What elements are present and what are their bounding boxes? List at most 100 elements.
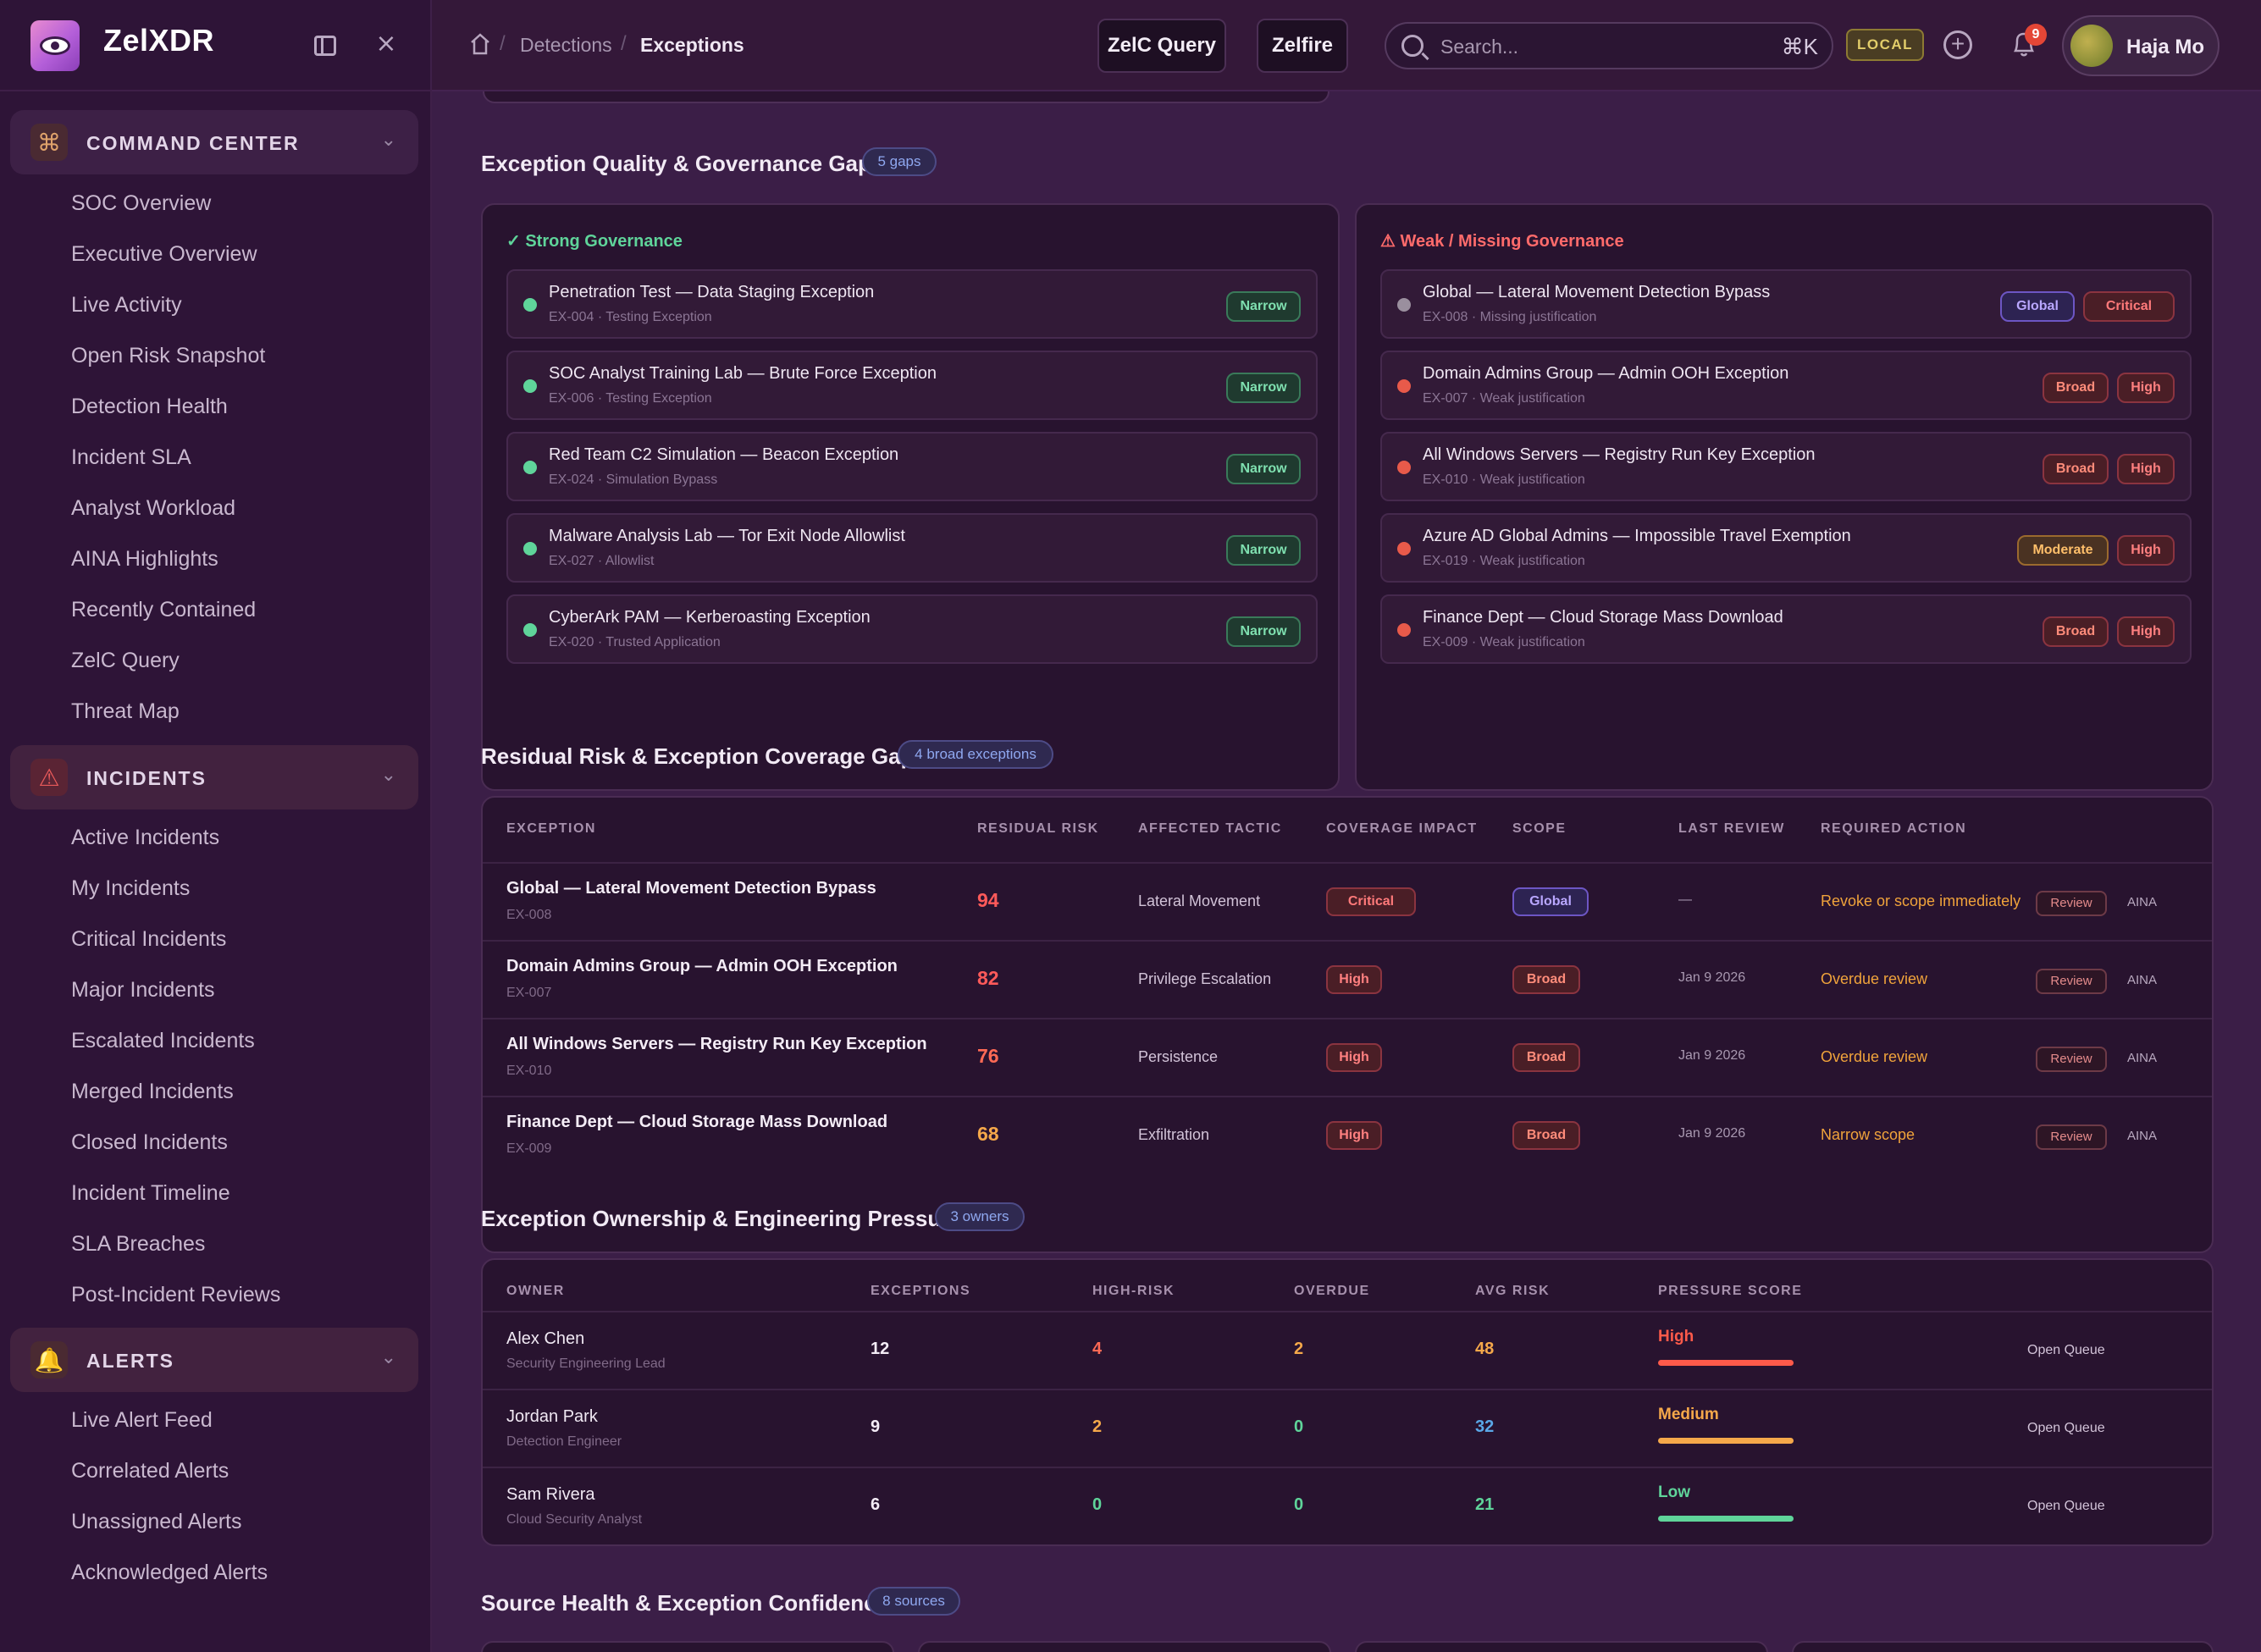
search-box[interactable]: ⌘K	[1385, 22, 1833, 69]
toggle-sidebar-icon[interactable]	[307, 27, 344, 64]
previous-card-edge	[483, 91, 1330, 103]
sidebar-item-sla-breaches[interactable]: SLA Breaches	[71, 1232, 206, 1256]
aina-button[interactable]: AINA	[2127, 1129, 2158, 1143]
pressure-score-label: Low	[1658, 1483, 1690, 1501]
owner-name: Sam Rivera	[506, 1485, 595, 1504]
review-button[interactable]: Review	[2036, 1047, 2107, 1072]
sidebar-item-critical-incidents[interactable]: Critical Incidents	[71, 927, 227, 951]
table-row[interactable]: Alex Chen Security Engineering Lead 12 4 2 48…	[483, 1311, 2212, 1389]
sidebar-item-zelc-query[interactable]: ZelC Query	[71, 649, 180, 672]
table-row[interactable]: Global — Lateral Movement Detection Bypa…	[483, 862, 2212, 940]
coverage-impact-badge: High	[1326, 965, 1382, 994]
sidebar-item-active-incidents[interactable]: Active Incidents	[71, 826, 220, 849]
sidebar-item-recently-contained[interactable]: Recently Contained	[71, 598, 257, 622]
sidebar-item-incident-timeline[interactable]: Incident Timeline	[71, 1181, 230, 1205]
search-shortcut: ⌘K	[1781, 34, 1818, 59]
section-alerts[interactable]: 🔔 ALERTS ⌄	[10, 1328, 418, 1392]
sidebar-item-closed-incidents[interactable]: Closed Incidents	[71, 1130, 228, 1154]
sidebar-item-my-incidents[interactable]: My Incidents	[71, 876, 191, 900]
governance-section-title: Exception Quality & Governance Gaps	[481, 151, 884, 176]
sidebar-item-live-alert-feed[interactable]: Live Alert Feed	[71, 1408, 213, 1432]
table-row[interactable]: Domain Admins Group — Admin OOH Exceptio…	[483, 940, 2212, 1018]
chevron-down-icon[interactable]: ⌄	[380, 1346, 396, 1367]
warning-triangle-icon: ⚠	[30, 759, 68, 796]
zelfire-button[interactable]: Zelfire	[1257, 19, 1348, 73]
sidebar-item-escalated-incidents[interactable]: Escalated Incidents	[71, 1029, 255, 1053]
governance-row[interactable]: Domain Admins Group — Admin OOH Exceptio…	[1380, 351, 2192, 420]
sidebar-item-executive-overview[interactable]: Executive Overview	[71, 242, 257, 266]
governance-row[interactable]: All Windows Servers — Registry Run Key E…	[1380, 432, 2192, 501]
open-queue-link[interactable]: Open Queue	[2027, 1343, 2105, 1357]
chevron-down-icon[interactable]: ⌄	[380, 764, 396, 785]
aina-button[interactable]: AINA	[2127, 973, 2158, 987]
exception-name[interactable]: All Windows Servers — Registry Run Key E…	[506, 1035, 927, 1053]
governance-row[interactable]: Penetration Test — Data Staging Exceptio…	[506, 269, 1318, 339]
exception-meta: EX-019 · Weak justification	[1423, 554, 1585, 568]
owner-role: Cloud Security Analyst	[506, 1512, 643, 1527]
high-risk-count: 2	[1092, 1417, 1103, 1436]
breadcrumb-detections[interactable]: Detections	[520, 34, 612, 56]
exception-name[interactable]: Global — Lateral Movement Detection Bypa…	[506, 879, 876, 898]
sidebar-item-soc-overview[interactable]: SOC Overview	[71, 191, 212, 215]
exception-name[interactable]: Domain Admins Group — Admin OOH Exceptio…	[506, 957, 898, 975]
open-queue-link[interactable]: Open Queue	[2027, 1421, 2105, 1435]
governance-row[interactable]: Malware Analysis Lab — Tor Exit Node All…	[506, 513, 1318, 583]
sidebar-item-unassigned-alerts[interactable]: Unassigned Alerts	[71, 1510, 242, 1533]
exception-name[interactable]: Finance Dept — Cloud Storage Mass Downlo…	[506, 1113, 888, 1131]
add-icon[interactable]: +	[1943, 30, 1972, 59]
table-row[interactable]: All Windows Servers — Registry Run Key E…	[483, 1018, 2212, 1096]
home-icon[interactable]	[469, 32, 491, 56]
table-row[interactable]: Finance Dept — Cloud Storage Mass Downlo…	[483, 1096, 2212, 1174]
governance-row[interactable]: Red Team C2 Simulation — Beacon Exceptio…	[506, 432, 1318, 501]
review-button[interactable]: Review	[2036, 969, 2107, 994]
sidebar-item-analyst-workload[interactable]: Analyst Workload	[71, 496, 236, 520]
governance-row[interactable]: CyberArk PAM — Kerberoasting Exception EX…	[506, 594, 1318, 664]
sidebar-item-correlated-alerts[interactable]: Correlated Alerts	[71, 1459, 229, 1483]
sidebar-item-acknowledged-alerts[interactable]: Acknowledged Alerts	[71, 1561, 268, 1584]
exception-id: EX-010	[506, 1064, 552, 1078]
source-card	[918, 1641, 1331, 1652]
zelxdr-logo-icon	[30, 20, 80, 71]
sidebar: ZelXDR ⨯ ⌘ COMMAND CENTER ⌄ SOC Overview Exe…	[0, 0, 432, 1652]
section-command-center[interactable]: ⌘ COMMAND CENTER ⌄	[10, 110, 418, 174]
collapse-icon[interactable]: ⨯	[375, 30, 397, 58]
affected-tactic: Privilege Escalation	[1138, 970, 1272, 987]
sidebar-item-threat-map[interactable]: Threat Map	[71, 699, 180, 723]
avg-risk-value: 21	[1475, 1495, 1495, 1514]
aina-button[interactable]: AINA	[2127, 895, 2158, 909]
sidebar-item-aina-highlights[interactable]: AINA Highlights	[71, 547, 218, 571]
sidebar-item-live-activity[interactable]: Live Activity	[71, 293, 182, 317]
coverage-impact-badge: High	[1326, 1043, 1382, 1072]
table-row[interactable]: Sam Rivera Cloud Security Analyst 6 0 0 21 Low…	[483, 1467, 2212, 1544]
governance-row[interactable]: Finance Dept — Cloud Storage Mass Downlo…	[1380, 594, 2192, 664]
coverage-impact-badge: High	[1326, 1121, 1382, 1150]
sidebar-item-post-incident-reviews[interactable]: Post-Incident Reviews	[71, 1283, 281, 1307]
exception-meta: EX-007 · Weak justification	[1423, 391, 1585, 406]
status-dot-icon	[523, 542, 537, 555]
aina-button[interactable]: AINA	[2127, 1051, 2158, 1065]
sidebar-item-detection-health[interactable]: Detection Health	[71, 395, 228, 418]
open-queue-link[interactable]: Open Queue	[2027, 1499, 2105, 1513]
user-menu[interactable]: Haja Mo	[2062, 15, 2220, 76]
exception-title: Global — Lateral Movement Detection Bypa…	[1423, 283, 1771, 301]
residual-risk-value: 76	[977, 1045, 999, 1067]
review-button[interactable]: Review	[2036, 1124, 2107, 1150]
review-button[interactable]: Review	[2036, 891, 2107, 916]
strong-governance-heading: ✓ Strong Governance	[506, 232, 683, 251]
chevron-down-icon[interactable]: ⌄	[380, 129, 396, 150]
section-incidents[interactable]: ⚠ INCIDENTS ⌄	[10, 745, 418, 809]
governance-row[interactable]: Global — Lateral Movement Detection Bypa…	[1380, 269, 2192, 339]
high-badge: High	[2117, 535, 2175, 566]
column-header-last-review: LAST REVIEW	[1678, 821, 1785, 836]
sidebar-item-merged-incidents[interactable]: Merged Incidents	[71, 1080, 234, 1103]
table-row[interactable]: Jordan Park Detection Engineer 9 2 0 32 Medium…	[483, 1389, 2212, 1467]
sidebar-item-open-risk-snapshot[interactable]: Open Risk Snapshot	[71, 344, 266, 367]
sidebar-item-major-incidents[interactable]: Major Incidents	[71, 978, 215, 1002]
governance-row[interactable]: Azure AD Global Admins — Impossible Trav…	[1380, 513, 2192, 583]
global-badge: Global	[2000, 291, 2075, 322]
search-input[interactable]	[1440, 32, 1745, 61]
governance-row[interactable]: SOC Analyst Training Lab — Brute Force E…	[506, 351, 1318, 420]
sidebar-item-incident-sla[interactable]: Incident SLA	[71, 445, 191, 469]
avg-risk-value: 48	[1475, 1340, 1495, 1358]
zelc-query-button[interactable]: ZelC Query	[1097, 19, 1226, 73]
